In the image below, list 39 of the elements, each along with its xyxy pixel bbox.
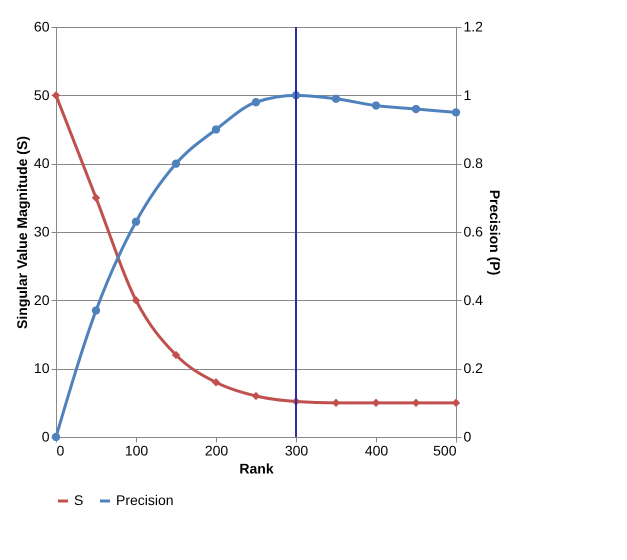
y-tick-label: 0	[42, 428, 50, 444]
point	[212, 378, 220, 387]
y2-tick-label: 0.6	[464, 224, 484, 240]
legend-label: Precision	[116, 492, 174, 508]
point	[172, 350, 180, 360]
point	[92, 194, 100, 202]
legend-label: S	[74, 492, 84, 508]
y-tick-label: 20	[34, 292, 50, 308]
y-tick-label: 60	[34, 18, 50, 34]
x-tick-label: 300	[284, 442, 308, 458]
y2-tick-label: 1.2	[464, 18, 484, 34]
y2-tick-label: 0	[464, 428, 472, 444]
point	[372, 101, 380, 110]
y2-tick-label: 1	[464, 86, 472, 103]
x-tick-label: 500	[433, 442, 457, 458]
y2-tick-label: 0.2	[464, 360, 484, 376]
point	[252, 98, 260, 106]
point	[452, 108, 460, 117]
point	[252, 392, 260, 400]
point	[132, 296, 140, 305]
x-tick-label: 400	[364, 442, 388, 458]
y-tick-label: 40	[34, 155, 50, 172]
x-tick-label: 100	[124, 442, 148, 458]
y-tick-label: 30	[34, 224, 50, 240]
x-tick-label: 0	[56, 442, 64, 458]
y2-tick-label: 0.8	[464, 155, 484, 172]
y2-tick-label: 0.4	[464, 292, 484, 308]
point	[212, 125, 220, 134]
point	[412, 104, 420, 114]
y2-axis-title: Precision (P)	[486, 190, 503, 276]
y-axis-title: Singular Value Magnitude (S)	[14, 136, 30, 329]
point	[132, 218, 140, 226]
x-tick-label: 200	[204, 442, 228, 458]
x-axis-title: Rank	[239, 460, 274, 476]
y-tick-label: 10	[34, 360, 50, 376]
point	[172, 159, 180, 168]
point	[92, 306, 100, 315]
point	[332, 94, 340, 103]
y-tick-label: 50	[34, 86, 50, 103]
